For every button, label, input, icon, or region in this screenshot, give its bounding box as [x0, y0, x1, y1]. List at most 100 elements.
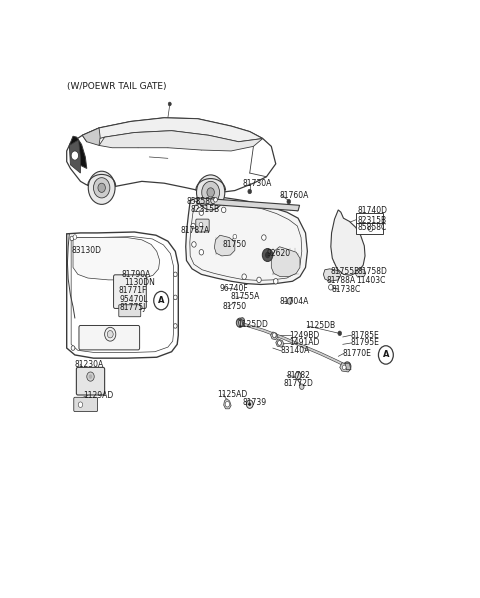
- Circle shape: [221, 207, 226, 213]
- Polygon shape: [215, 235, 235, 256]
- Text: 81739: 81739: [242, 398, 266, 407]
- Text: 81740D: 81740D: [358, 206, 388, 215]
- Text: 96740F: 96740F: [220, 283, 249, 292]
- Text: 95470L: 95470L: [120, 295, 148, 304]
- Circle shape: [263, 249, 273, 261]
- Text: A: A: [158, 296, 165, 305]
- Polygon shape: [331, 210, 365, 275]
- Text: (W/POEWR TAIL GATE): (W/POEWR TAIL GATE): [67, 82, 166, 91]
- Polygon shape: [83, 118, 263, 142]
- Text: 85858C: 85858C: [186, 197, 216, 206]
- Text: 82315B: 82315B: [358, 215, 387, 224]
- Circle shape: [287, 199, 290, 204]
- Circle shape: [214, 197, 217, 202]
- Circle shape: [225, 401, 229, 407]
- Text: 81738C: 81738C: [332, 285, 361, 294]
- Text: 81795E: 81795E: [351, 338, 380, 347]
- Circle shape: [338, 331, 342, 335]
- Text: 85858C: 85858C: [358, 224, 387, 233]
- Circle shape: [168, 102, 171, 106]
- Text: 81730A: 81730A: [242, 179, 272, 188]
- Polygon shape: [224, 399, 231, 409]
- Circle shape: [248, 189, 252, 194]
- FancyBboxPatch shape: [119, 305, 141, 317]
- Circle shape: [233, 234, 237, 239]
- Circle shape: [207, 188, 215, 197]
- FancyBboxPatch shape: [76, 367, 105, 395]
- Circle shape: [246, 400, 253, 408]
- Circle shape: [71, 346, 75, 350]
- FancyBboxPatch shape: [196, 219, 209, 232]
- Circle shape: [70, 236, 74, 241]
- Text: 1129AD: 1129AD: [83, 391, 113, 400]
- Polygon shape: [345, 363, 351, 370]
- Text: 81758D: 81758D: [358, 267, 387, 276]
- Circle shape: [344, 362, 351, 371]
- Circle shape: [87, 372, 94, 381]
- Circle shape: [199, 249, 204, 255]
- Polygon shape: [69, 140, 81, 173]
- Circle shape: [342, 365, 346, 370]
- Circle shape: [78, 402, 83, 407]
- Circle shape: [236, 318, 244, 327]
- Text: 1125DB: 1125DB: [305, 322, 336, 331]
- Polygon shape: [73, 237, 160, 280]
- Circle shape: [191, 223, 195, 229]
- Circle shape: [273, 333, 276, 338]
- Circle shape: [199, 210, 204, 215]
- Polygon shape: [83, 128, 100, 145]
- Text: 81772D: 81772D: [284, 379, 313, 388]
- Text: 1249BD: 1249BD: [289, 331, 320, 340]
- Text: 81790A: 81790A: [121, 270, 151, 279]
- Circle shape: [295, 372, 301, 379]
- Polygon shape: [340, 363, 351, 372]
- Circle shape: [173, 295, 177, 300]
- Text: 81771F: 81771F: [119, 286, 147, 295]
- Circle shape: [273, 333, 276, 337]
- Circle shape: [300, 384, 304, 389]
- Text: 81230A: 81230A: [75, 359, 104, 368]
- Circle shape: [154, 291, 168, 310]
- Circle shape: [248, 402, 251, 406]
- Circle shape: [257, 277, 261, 283]
- Polygon shape: [186, 196, 307, 285]
- Circle shape: [71, 151, 79, 160]
- Polygon shape: [99, 131, 263, 151]
- Text: 81760A: 81760A: [279, 191, 309, 200]
- Text: 1125DD: 1125DD: [237, 319, 268, 328]
- Circle shape: [199, 222, 203, 227]
- Circle shape: [192, 242, 196, 247]
- Text: 92620: 92620: [266, 249, 290, 258]
- FancyBboxPatch shape: [114, 275, 146, 309]
- Circle shape: [173, 272, 177, 277]
- Text: 83130D: 83130D: [71, 246, 101, 255]
- Circle shape: [262, 235, 266, 240]
- Text: 82315B: 82315B: [191, 205, 220, 215]
- Circle shape: [274, 279, 278, 284]
- FancyBboxPatch shape: [74, 397, 97, 411]
- Text: 81775J: 81775J: [120, 303, 146, 313]
- FancyBboxPatch shape: [79, 325, 140, 350]
- Circle shape: [288, 298, 292, 304]
- Text: 81770E: 81770E: [343, 349, 372, 358]
- Circle shape: [107, 331, 113, 338]
- Text: 83140A: 83140A: [280, 346, 310, 355]
- Circle shape: [94, 178, 110, 198]
- Circle shape: [98, 183, 106, 193]
- Circle shape: [88, 171, 115, 205]
- Text: 81704A: 81704A: [279, 297, 309, 307]
- Polygon shape: [67, 232, 178, 358]
- Circle shape: [277, 341, 281, 345]
- Polygon shape: [238, 319, 243, 326]
- Circle shape: [73, 235, 77, 239]
- Text: 81785E: 81785E: [351, 331, 380, 340]
- FancyBboxPatch shape: [357, 213, 383, 224]
- Circle shape: [89, 374, 92, 379]
- Text: 81755B: 81755B: [331, 267, 360, 276]
- Text: 81755A: 81755A: [230, 292, 260, 301]
- Text: 81782: 81782: [286, 371, 310, 380]
- Text: 81750: 81750: [223, 240, 247, 249]
- Text: 81787A: 81787A: [181, 226, 210, 235]
- Circle shape: [240, 318, 244, 323]
- Text: 1491AD: 1491AD: [289, 338, 320, 347]
